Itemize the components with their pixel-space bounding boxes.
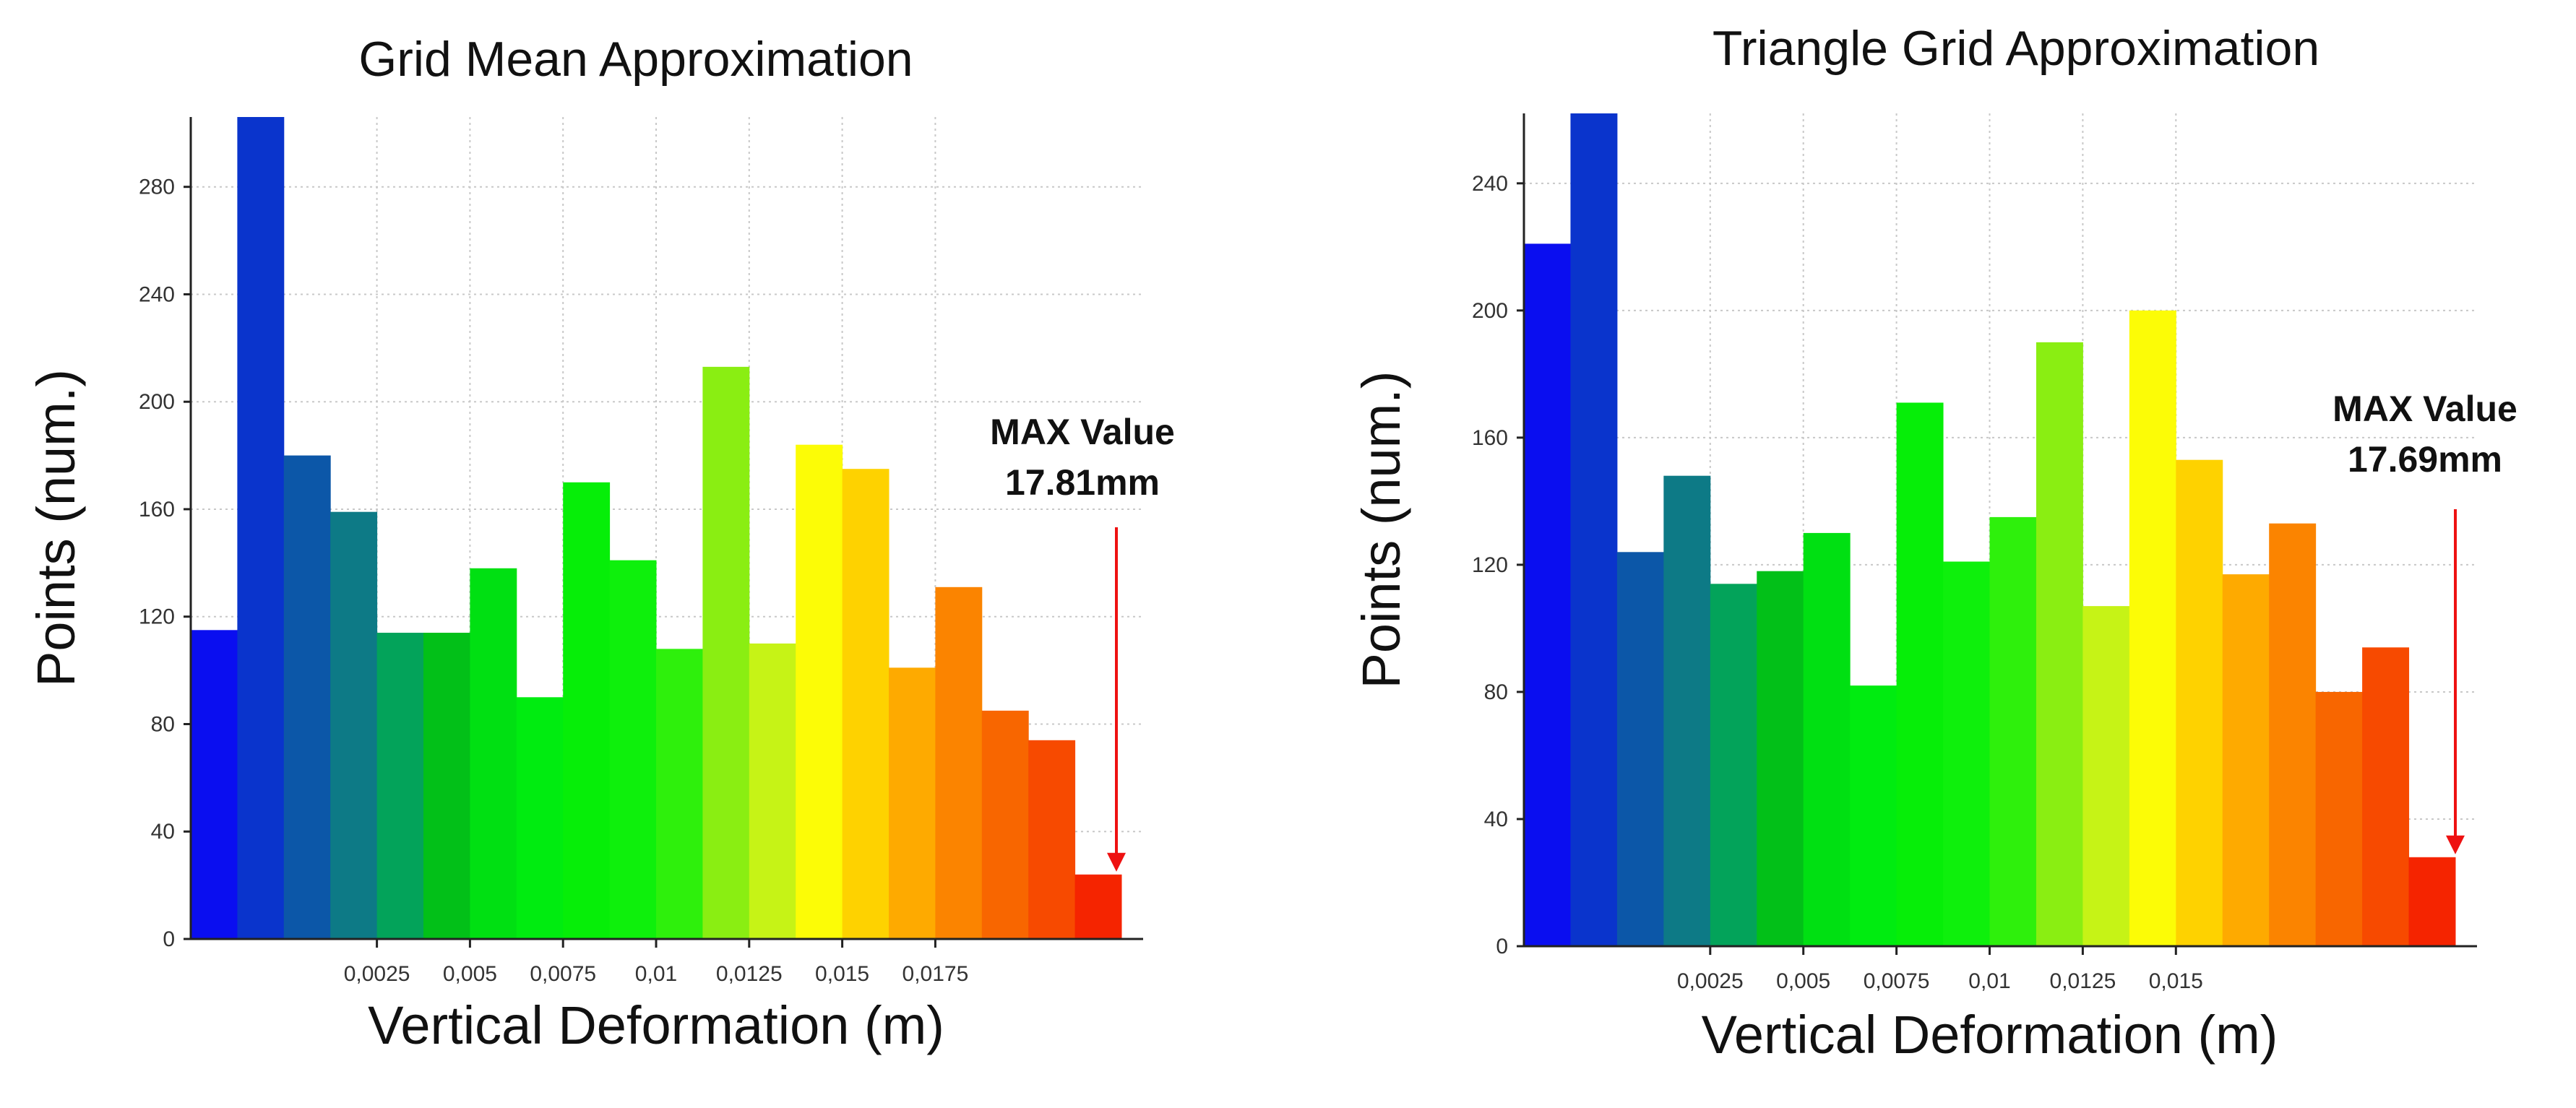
- x-tick-label: 0,0125: [2050, 969, 2116, 993]
- y-tick-label: 160: [139, 498, 175, 521]
- histogram-bar: [330, 511, 378, 939]
- chart-title: Triangle Grid Approximation: [1713, 21, 2319, 76]
- histogram-bar: [2222, 574, 2270, 946]
- max-value-label: MAX Value: [990, 412, 1175, 452]
- histogram-bar: [2129, 310, 2176, 947]
- histogram-bar: [1896, 402, 1944, 946]
- histogram-bar: [423, 633, 470, 939]
- histogram-bar: [376, 633, 424, 939]
- y-tick-label: 40: [1484, 808, 1508, 831]
- y-tick-label: 120: [139, 605, 175, 629]
- y-tick-label: 40: [151, 820, 175, 844]
- x-tick-label: 0,0075: [1864, 969, 1930, 993]
- max-value-label: MAX Value: [2332, 389, 2517, 429]
- histogram-bar: [1028, 740, 1076, 939]
- x-tick-label: 0,015: [815, 962, 869, 986]
- y-tick-label: 200: [139, 390, 175, 414]
- y-tick-label: 280: [139, 176, 175, 199]
- histogram-bar: [516, 697, 564, 939]
- histogram-bar: [2315, 691, 2363, 946]
- histogram-bar: [2408, 857, 2456, 946]
- histogram-bar: [1524, 243, 1571, 947]
- max-value-number: 17.69mm: [2348, 439, 2502, 480]
- histogram-bar: [749, 643, 796, 939]
- histogram-bar: [191, 630, 238, 939]
- histogram-bar: [889, 667, 936, 939]
- chart-title: Grid Mean Approximation: [358, 32, 913, 87]
- histogram-bar: [1850, 685, 1897, 946]
- y-tick-label: 0: [163, 927, 175, 951]
- x-tick-label: 0,015: [2149, 969, 2203, 993]
- histogram-bar: [1663, 475, 1711, 946]
- x-tick-label: 0,005: [443, 962, 497, 986]
- histogram-bar: [2362, 647, 2410, 946]
- histogram-bar: [1943, 561, 1990, 946]
- y-tick-label: 80: [1484, 680, 1508, 704]
- histogram-bar: [981, 710, 1029, 939]
- max-value-number: 17.81mm: [1005, 462, 1160, 503]
- histogram-bar: [283, 455, 331, 939]
- chart-panel-1: Grid Mean Approximation 0 40 80 120 160 200 240…: [26, 32, 1175, 1055]
- x-tick-label: 0,01: [635, 962, 677, 986]
- histogram-bar: [1989, 516, 2037, 946]
- histogram-bar: [1757, 571, 1804, 946]
- histogram-bar: [1803, 532, 1851, 946]
- x-tick-label: 0,0025: [344, 962, 410, 986]
- histogram-bar: [2176, 459, 2223, 946]
- y-tick-label: 240: [139, 282, 175, 306]
- x-tick-label: 0,0025: [1677, 969, 1744, 993]
- histogram-bar: [2036, 342, 2083, 946]
- y-axis-label: Points (num.): [26, 369, 86, 687]
- histogram-bar: [656, 649, 703, 939]
- x-tick-label: 0,0125: [716, 962, 783, 986]
- histogram-bar: [1074, 874, 1122, 939]
- histogram-bar: [935, 587, 983, 939]
- histogram-bar: [237, 117, 285, 939]
- histogram-bar: [842, 469, 889, 939]
- histogram-bar: [702, 366, 750, 939]
- max-arrow-head: [1107, 852, 1126, 872]
- histogram-bar: [563, 482, 611, 939]
- y-tick-label: 80: [151, 712, 175, 736]
- histogram-bar: [1710, 584, 1757, 946]
- histogram-bar: [609, 560, 657, 939]
- histogram-bar: [2269, 523, 2317, 946]
- histogram-bar: [1616, 552, 1664, 946]
- y-tick-label: 0: [1496, 935, 1508, 958]
- histogram-bar: [796, 444, 843, 939]
- y-tick-label: 160: [1472, 426, 1508, 450]
- y-tick-label: 200: [1472, 299, 1508, 323]
- x-axis-label: Vertical Deformation (m): [1702, 1005, 2278, 1065]
- x-tick-label: 0,0175: [903, 962, 969, 986]
- histogram-bar: [470, 568, 517, 939]
- y-axis-label: Points (num.): [1351, 371, 1411, 688]
- y-tick-label: 240: [1472, 172, 1508, 196]
- x-tick-label: 0,0075: [530, 962, 596, 986]
- y-tick-label: 120: [1472, 553, 1508, 577]
- chart-panel-2: Triangle Grid Approximation 0 40 80 120 160 20…: [1351, 21, 2517, 1065]
- max-arrow-head: [2446, 835, 2465, 854]
- x-tick-label: 0,01: [1968, 969, 2010, 993]
- histogram-bar: [2082, 606, 2130, 946]
- histogram-bar: [1570, 113, 1618, 946]
- x-tick-label: 0,005: [1776, 969, 1830, 993]
- x-axis-label: Vertical Deformation (m): [368, 995, 944, 1055]
